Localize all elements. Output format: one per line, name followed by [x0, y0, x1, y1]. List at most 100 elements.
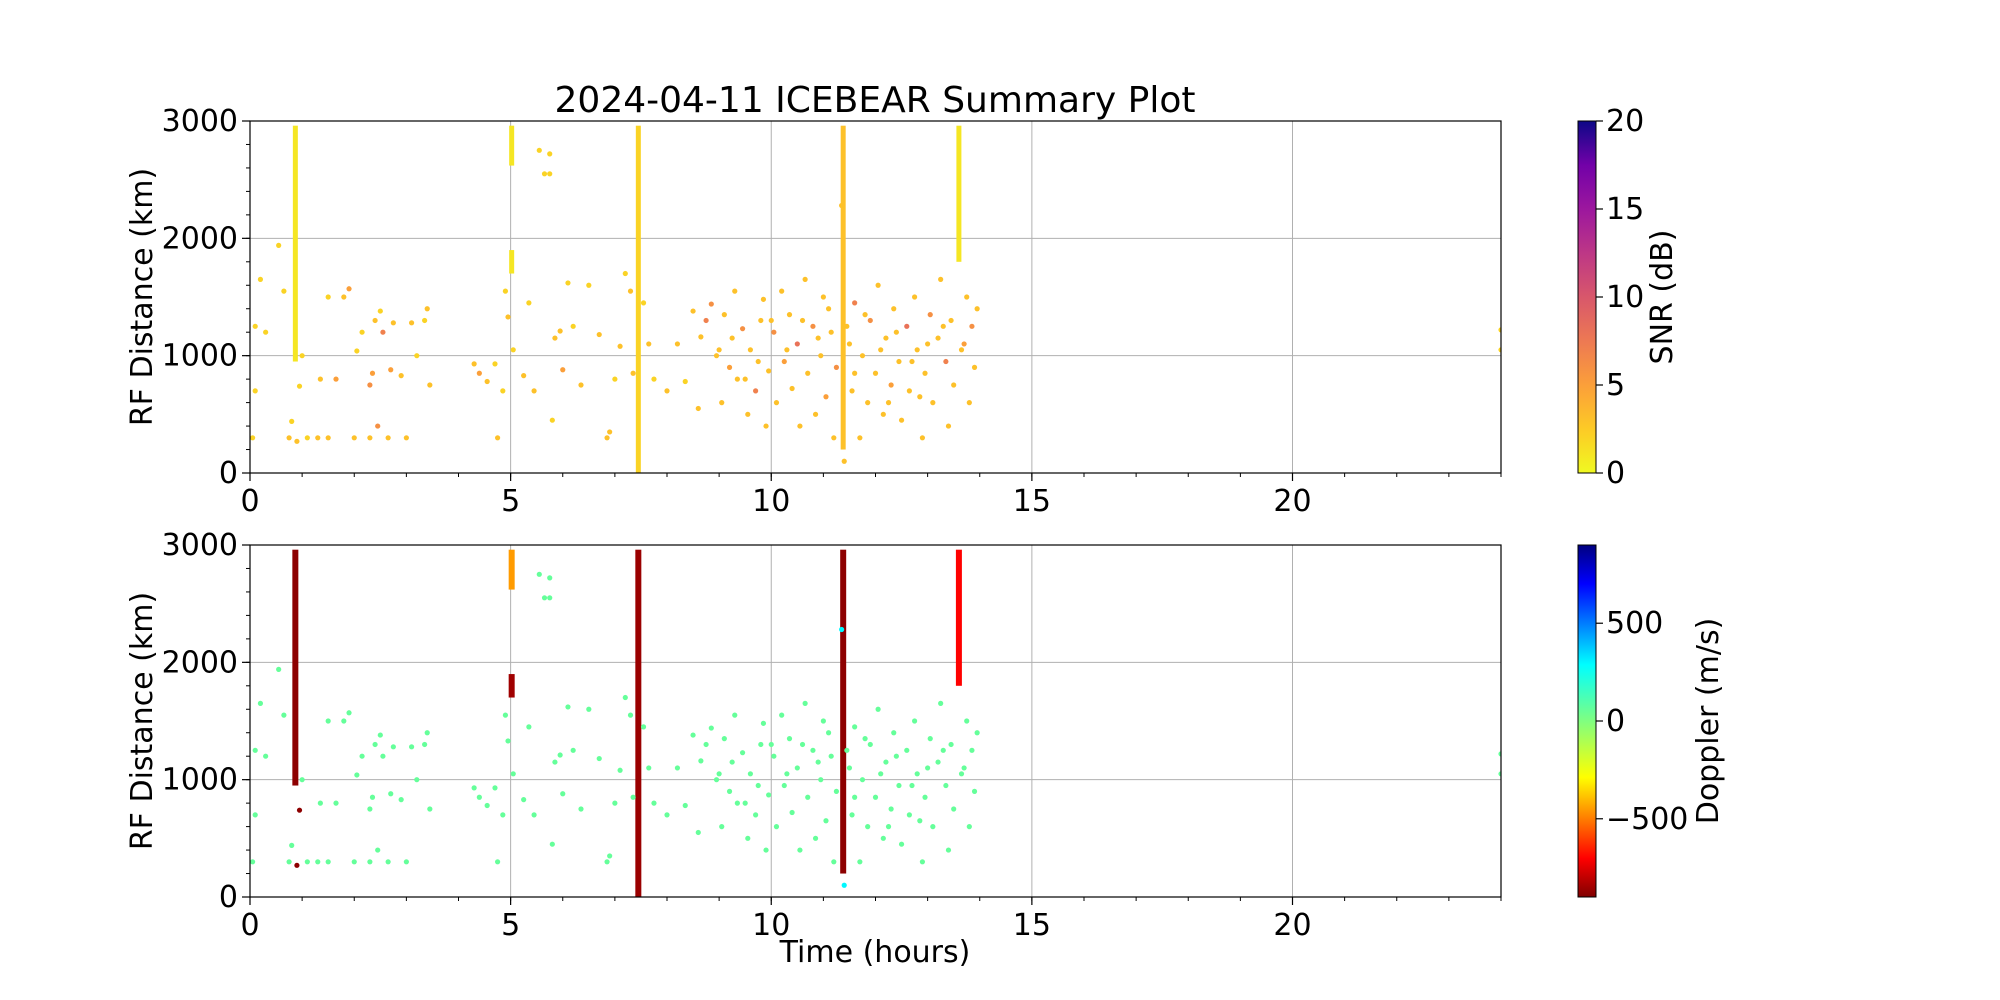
snr-point — [896, 358, 902, 365]
snr-colorbar: 0 5 10 15 20 SNR (dB) — [1577, 104, 1680, 491]
snr-point — [703, 317, 709, 324]
snr-point — [315, 435, 321, 441]
snr-x-tick-label: 0 — [240, 484, 259, 519]
doppler-x-tick-label: 20 — [1273, 908, 1311, 943]
snr-x-tick-label: 5 — [501, 484, 520, 519]
snr-point — [818, 353, 824, 359]
snr-point — [844, 323, 850, 329]
doppler-point — [317, 800, 323, 806]
doppler-point — [839, 626, 845, 633]
snr-point — [250, 435, 256, 441]
doppler-colorbar-tick-label: 500 — [1606, 606, 1663, 641]
snr-point — [713, 353, 720, 359]
snr-point — [1498, 347, 1501, 353]
doppler-point — [922, 794, 928, 800]
doppler-point — [755, 782, 761, 789]
doppler-point — [948, 741, 954, 748]
snr-point — [909, 358, 915, 365]
doppler-point — [414, 777, 420, 783]
doppler-point — [630, 794, 636, 800]
snr-point — [898, 417, 905, 423]
doppler-point — [622, 694, 628, 701]
doppler-point — [351, 859, 357, 865]
snr-colorbar-label: SNR (dB) — [1645, 230, 1680, 365]
doppler-point — [726, 788, 733, 795]
snr-point — [547, 151, 553, 157]
doppler-y-tick-label: 2000 — [162, 645, 238, 680]
snr-point — [872, 370, 879, 376]
doppler-point — [919, 859, 926, 865]
snr-point — [852, 370, 858, 376]
doppler-point — [560, 791, 566, 797]
snr-point — [888, 382, 894, 388]
snr-point — [296, 383, 303, 389]
doppler-point — [250, 859, 256, 865]
doppler-point — [721, 736, 727, 742]
doppler-axes-frame — [249, 544, 1502, 898]
snr-point — [695, 405, 701, 412]
snr-point — [805, 370, 811, 376]
snr-point — [914, 347, 920, 353]
snr-point — [505, 314, 511, 320]
snr-point — [640, 300, 647, 306]
doppler-point — [565, 704, 571, 710]
doppler-point — [862, 736, 868, 742]
snr-point — [570, 323, 576, 329]
snr-point — [500, 388, 506, 394]
doppler-point — [646, 765, 652, 771]
snr-point — [742, 376, 748, 382]
doppler-point — [682, 802, 688, 809]
snr-point — [943, 358, 949, 365]
doppler-point — [372, 741, 378, 748]
doppler-point — [531, 812, 537, 818]
doppler-point — [640, 724, 647, 730]
doppler-point — [799, 741, 806, 748]
doppler-point — [390, 744, 396, 750]
snr-point — [964, 294, 970, 300]
doppler-point — [570, 747, 576, 753]
doppler-point — [299, 777, 305, 783]
doppler-point — [359, 753, 365, 759]
doppler-point — [771, 753, 777, 759]
doppler-point — [346, 710, 352, 716]
snr-point — [317, 376, 323, 382]
snr-point — [766, 368, 772, 374]
snr-point — [651, 376, 657, 382]
snr-point — [369, 370, 376, 376]
snr-y-tick-label: 3000 — [162, 104, 238, 139]
doppler-point — [885, 824, 892, 830]
snr-point — [721, 312, 727, 318]
snr-point — [398, 373, 404, 379]
doppler-point — [878, 771, 884, 777]
snr-point — [802, 276, 808, 282]
snr-streak — [509, 250, 515, 274]
doppler-point — [354, 772, 360, 778]
snr-point — [674, 341, 681, 347]
snr-point — [958, 347, 965, 353]
snr-point — [880, 411, 886, 417]
snr-point — [708, 301, 714, 307]
doppler-point — [424, 730, 430, 736]
snr-point — [690, 308, 696, 314]
snr-streak — [956, 125, 962, 262]
snr-point — [852, 300, 858, 306]
snr-point — [607, 429, 613, 435]
snr-point — [865, 400, 871, 406]
doppler-point — [846, 765, 853, 771]
doppler-point — [904, 747, 910, 753]
snr-point — [263, 329, 269, 335]
snr-point — [904, 323, 910, 329]
doppler-point — [690, 732, 696, 738]
doppler-points — [250, 549, 1501, 897]
snr-point — [919, 435, 926, 441]
doppler-y-tick-label: 0 — [219, 880, 238, 915]
doppler-point — [875, 706, 881, 712]
snr-point — [494, 435, 501, 441]
doppler-point — [719, 824, 725, 830]
doppler-point — [828, 753, 834, 759]
doppler-ticks: 0 5 10 15 20 0 1000 2000 3000 — [162, 528, 1502, 943]
snr-point — [294, 438, 300, 444]
snr-point — [794, 341, 800, 347]
doppler-point — [367, 859, 373, 865]
doppler-streak — [955, 549, 962, 686]
